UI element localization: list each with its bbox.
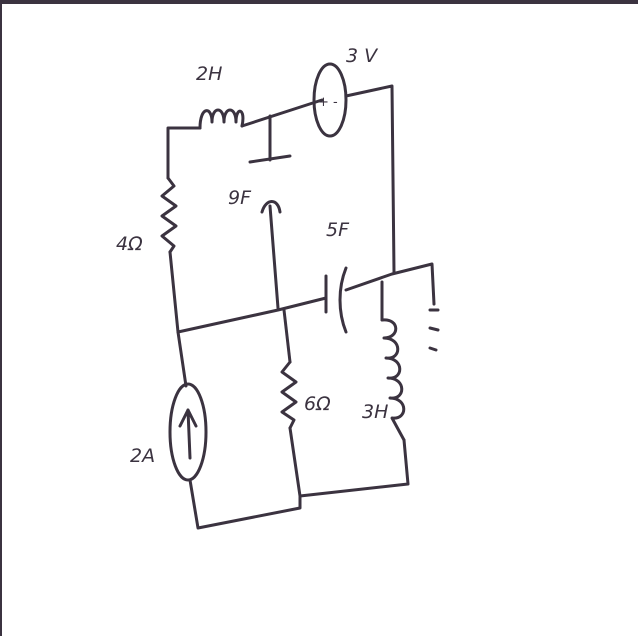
wire-to-current-source — [176, 330, 188, 388]
wire-top-left — [166, 126, 202, 180]
capacitor-5f-plate-right — [338, 266, 348, 334]
label-current-2a: 2A — [130, 445, 155, 467]
resistor-6ohm-symbol — [280, 360, 298, 430]
capacitor-9f-plate-top — [248, 154, 292, 164]
wire-to-6ohm — [282, 308, 292, 364]
label-inductor-3h: 3H — [362, 401, 388, 423]
voltage-source-3v-symbol — [312, 62, 348, 138]
wire-left-down — [168, 250, 180, 334]
capacitor-9f-plate-bottom — [260, 200, 282, 214]
inductor-3h-symbol — [380, 318, 406, 442]
inductor-2h-symbol — [198, 108, 245, 130]
label-inductor-2h: 2H — [196, 63, 222, 85]
wire-from-6ohm — [288, 426, 410, 498]
voltage-source-polarity: + - — [318, 95, 338, 110]
label-resistor-6ohm: 6Ω — [304, 393, 331, 415]
current-source-2a-symbol — [168, 382, 208, 482]
wire-middle-node — [176, 296, 328, 334]
resistor-4ohm-symbol — [160, 176, 178, 254]
ground-symbol — [428, 308, 440, 352]
wire-from-9f-capacitor — [268, 204, 280, 310]
label-capacitor-5f: 5F — [326, 219, 350, 241]
wire-right-node — [344, 262, 436, 306]
label-voltage-3v: 3 V — [346, 45, 379, 67]
label-resistor-4ohm: 4Ω — [116, 233, 143, 255]
wire-top-right — [344, 84, 396, 274]
wire-bottom — [188, 478, 302, 530]
wire-top-mid — [240, 98, 324, 128]
current-source-arrow-icon — [178, 408, 198, 460]
label-capacitor-9f: 9F — [228, 187, 252, 209]
